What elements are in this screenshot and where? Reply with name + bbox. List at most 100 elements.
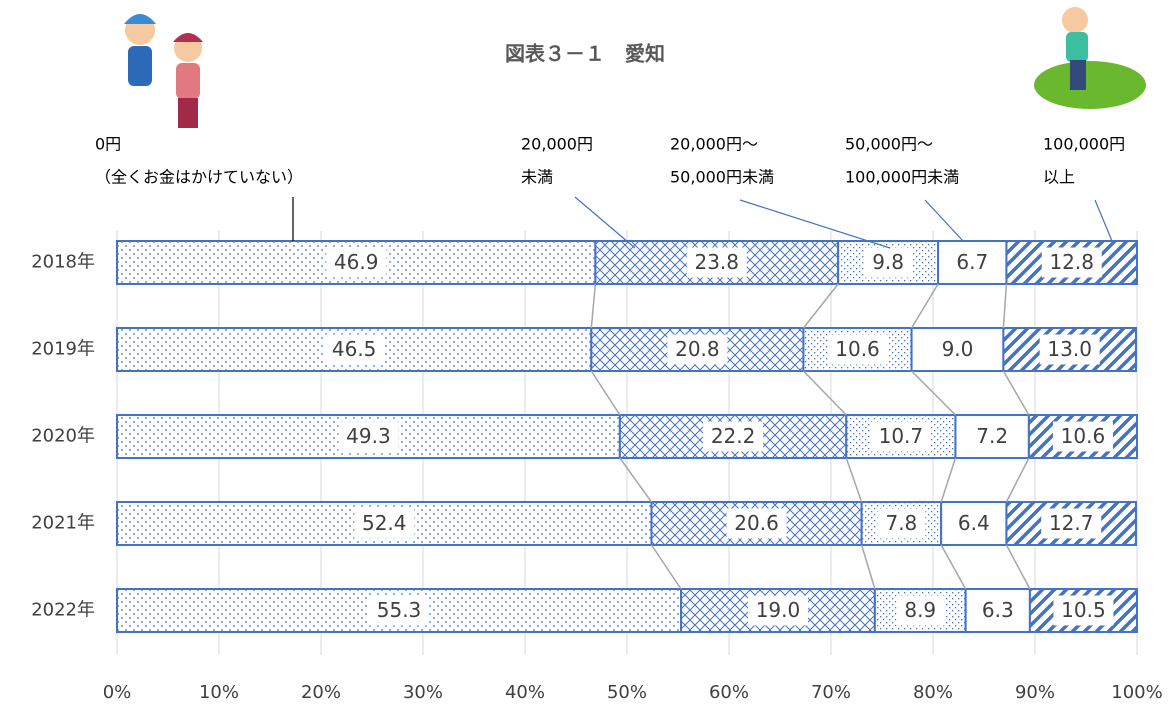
x-tick-label: 30% (403, 682, 443, 703)
value-label-bg (973, 595, 1022, 626)
series-connector (1005, 544, 1031, 590)
value-label-bg (1041, 508, 1102, 539)
runners-icon (124, 14, 203, 128)
x-tick-label: 50% (607, 682, 647, 703)
legend-label: 100,000円未満 (845, 168, 959, 187)
value-label: 49.3 (346, 424, 391, 448)
x-tick-label: 60% (709, 682, 749, 703)
legend-label: 20,000円～ (670, 135, 758, 154)
value-label-bg (827, 334, 888, 365)
series-connector (860, 544, 876, 590)
series-connector (845, 457, 863, 503)
series-connector (1002, 283, 1008, 329)
value-label: 10.6 (1061, 424, 1106, 448)
series-connector (1002, 370, 1030, 416)
legend-label: 未満 (521, 168, 553, 187)
value-label: 19.0 (756, 598, 801, 622)
value-label-bg (933, 334, 982, 365)
series-connector (619, 457, 653, 503)
value-label: 6.3 (982, 598, 1014, 622)
value-label-bg (703, 421, 764, 452)
series-connector (650, 544, 682, 590)
series-connector (910, 283, 939, 329)
series-connector (802, 370, 847, 416)
value-label-bg (864, 247, 913, 278)
series-connector (590, 283, 597, 329)
value-label-bg (686, 247, 747, 278)
value-label-bg (948, 247, 997, 278)
value-label-bg (369, 595, 430, 626)
x-tick-label: 100% (1111, 682, 1162, 703)
y-tick-label: 2022年 (31, 600, 95, 621)
value-label: 55.3 (377, 598, 422, 622)
value-label: 46.5 (332, 337, 377, 361)
value-label: 10.6 (835, 337, 880, 361)
value-label-bg (747, 595, 808, 626)
value-label-bg (324, 334, 385, 365)
value-label-bg (1039, 334, 1100, 365)
series-connector (940, 457, 957, 503)
value-label-bg (896, 595, 945, 626)
value-label-bg (949, 508, 998, 539)
y-tick-label: 2021年 (31, 513, 95, 534)
series-connector (940, 544, 967, 590)
y-tick-label: 2018年 (31, 252, 95, 273)
value-label: 7.2 (976, 424, 1008, 448)
x-tick-label: 80% (913, 682, 953, 703)
legend-leader (1094, 199, 1113, 242)
x-tick-label: 10% (199, 682, 239, 703)
value-label: 20.8 (675, 337, 720, 361)
legend-label: 50,000円未満 (670, 168, 774, 187)
value-label: 13.0 (1047, 337, 1092, 361)
value-label: 7.8 (885, 511, 917, 535)
series-connector (1005, 457, 1030, 503)
value-label: 12.7 (1049, 511, 1094, 535)
value-label: 8.9 (904, 598, 936, 622)
value-label-bg (870, 421, 931, 452)
value-label-bg (667, 334, 728, 365)
value-label: 20.6 (734, 511, 779, 535)
legend-leader (739, 199, 891, 249)
y-tick-label: 2020年 (31, 426, 95, 447)
legend-label: 以上 (1043, 168, 1075, 187)
value-label-bg (726, 508, 787, 539)
value-label: 9.0 (942, 337, 974, 361)
value-label-bg (338, 421, 399, 452)
value-label-bg (354, 508, 415, 539)
legend-label: 100,000円 (1043, 135, 1125, 154)
golfer-icon (1034, 7, 1146, 109)
legend-leader (574, 196, 636, 249)
value-label: 6.4 (958, 511, 990, 535)
legend-label: 0円 (95, 135, 121, 154)
value-label: 23.8 (694, 250, 739, 274)
legend-leader (924, 199, 964, 242)
value-label: 46.9 (334, 250, 379, 274)
value-label-bg (1053, 595, 1114, 626)
series-connector (911, 370, 956, 416)
series-connector (802, 283, 839, 329)
value-label: 12.8 (1049, 250, 1094, 274)
value-label: 6.7 (956, 250, 988, 274)
value-label-bg (968, 421, 1017, 452)
x-tick-label: 70% (811, 682, 851, 703)
value-label: 10.7 (879, 424, 924, 448)
x-tick-label: 40% (505, 682, 545, 703)
value-label: 52.4 (362, 511, 407, 535)
x-tick-label: 20% (301, 682, 341, 703)
y-tick-label: 2019年 (31, 339, 95, 360)
value-label-bg (1041, 247, 1102, 278)
legend-label: 50,000円～ (845, 135, 933, 154)
x-tick-label: 90% (1015, 682, 1055, 703)
value-label-bg (877, 508, 926, 539)
value-label: 10.5 (1061, 598, 1106, 622)
value-label-bg (1052, 421, 1113, 452)
value-label-bg (326, 247, 387, 278)
x-tick-label: 0% (103, 682, 132, 703)
series-connector (590, 370, 621, 416)
value-label: 22.2 (711, 424, 756, 448)
chart-title: 図表３－１ 愛知 (505, 42, 665, 66)
legend-label: （全くお金はかけていない） (95, 168, 303, 187)
value-label: 9.8 (872, 250, 904, 274)
